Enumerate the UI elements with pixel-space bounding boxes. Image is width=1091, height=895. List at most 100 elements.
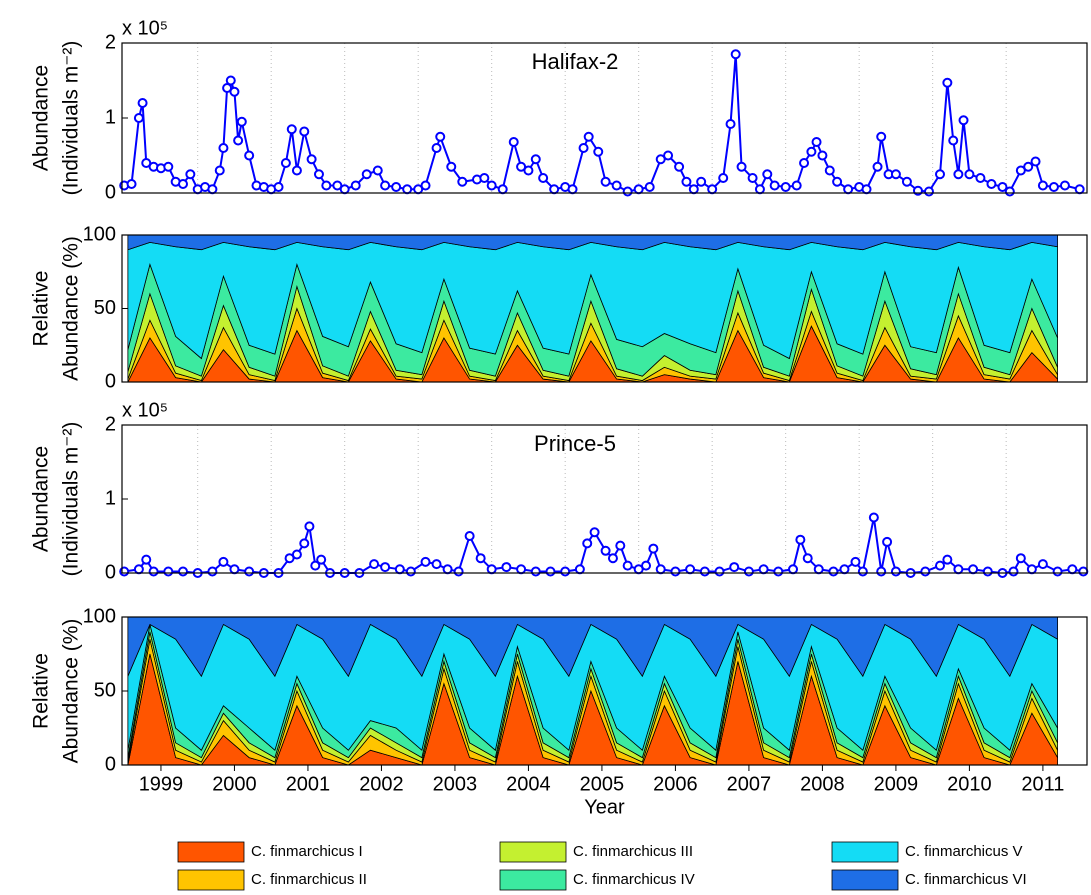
data-point: [1052, 566, 1063, 577]
panel-title: Halifax-2: [532, 49, 619, 74]
data-point: [725, 119, 736, 129]
data-point: [813, 564, 824, 575]
data-point: [372, 165, 383, 176]
data-point: [600, 545, 611, 556]
data-point: [574, 564, 585, 575]
data-point: [420, 556, 431, 567]
data-point: [589, 527, 600, 538]
data-point: [453, 566, 464, 577]
data-point: [244, 150, 255, 161]
data-point: [1037, 180, 1048, 191]
data-point: [817, 150, 828, 161]
data-point: [486, 564, 497, 575]
x-tick-label: 2009: [874, 773, 919, 795]
data-point: [622, 186, 633, 197]
data-point: [280, 158, 291, 168]
data-point: [811, 137, 822, 147]
data-point: [923, 186, 934, 197]
y-tick-label: 50: [94, 679, 116, 701]
data-point: [611, 180, 622, 191]
data-point: [986, 179, 997, 189]
data-point: [350, 180, 361, 191]
legend-label: C. finmarchicus II: [251, 871, 367, 888]
x-tick-label: 2004: [506, 773, 551, 795]
data-point: [1026, 564, 1037, 575]
data-point: [369, 559, 380, 570]
x-axis-label: Year: [584, 796, 625, 818]
y-tick-label: 2: [105, 413, 116, 435]
data-point: [479, 173, 490, 183]
x-tick-label: 2011: [1021, 773, 1064, 795]
data-point: [758, 564, 769, 575]
data-point: [549, 184, 560, 195]
data-point: [291, 549, 302, 560]
data-point: [304, 521, 315, 532]
data-point: [806, 146, 817, 157]
data-point: [126, 179, 137, 189]
data-point: [567, 184, 578, 195]
data-point: [780, 182, 791, 192]
data-point: [953, 169, 964, 180]
data-point: [1048, 182, 1059, 192]
data-point: [148, 566, 159, 577]
data-point: [394, 564, 405, 575]
x-tick-label: 1999: [139, 773, 184, 795]
panel-title: Prince-5: [534, 431, 616, 456]
data-point: [380, 180, 391, 191]
y-axis-label: Abundance: [30, 65, 53, 171]
legend-label: C. finmarchicus I: [251, 843, 363, 860]
data-point: [890, 566, 901, 577]
data-point: [316, 554, 327, 565]
data-point: [729, 562, 740, 573]
data-point: [935, 169, 946, 180]
plot-area: [122, 43, 1087, 193]
legend-swatch: [499, 869, 567, 891]
data-point: [975, 173, 986, 183]
legend-swatch: [831, 841, 899, 863]
data-point: [593, 146, 604, 157]
data-point: [968, 564, 979, 575]
data-point: [1037, 559, 1048, 570]
data-point: [214, 165, 225, 176]
data-point: [674, 161, 685, 172]
y-axis-label: Relative: [30, 271, 53, 347]
panel: 0 50 100 1999 2000 2001 2002 2003 2004 2005 2006 20…: [30, 605, 1088, 818]
data-point: [1015, 553, 1026, 564]
data-point: [1015, 165, 1026, 176]
data-point: [655, 154, 666, 165]
data-point: [633, 184, 644, 195]
data-point: [163, 566, 174, 577]
data-point: [747, 173, 758, 183]
data-point: [699, 566, 710, 577]
data-point: [163, 161, 174, 172]
data-point: [321, 180, 332, 191]
x-tick-label: 2000: [212, 773, 257, 795]
data-point: [953, 564, 964, 575]
data-point: [516, 161, 527, 172]
data-point: [663, 150, 674, 161]
data-point: [1030, 156, 1041, 167]
data-point: [1008, 566, 1019, 577]
data-point: [762, 169, 773, 180]
panel: 0 1 2 Halifax-2 x 10⁵ Abundance (Individuals m…: [30, 17, 1088, 203]
data-point: [948, 135, 959, 146]
data-point: [828, 566, 839, 577]
data-point: [225, 75, 236, 86]
data-point: [207, 566, 218, 577]
y-axis-label: Relative: [30, 653, 53, 729]
data-point: [178, 179, 189, 189]
data-point: [431, 143, 442, 153]
x-tick-label: 2007: [727, 773, 772, 795]
data-point: [435, 131, 446, 142]
data-point: [958, 115, 969, 126]
data-point: [420, 180, 431, 191]
data-point: [501, 562, 512, 573]
data-point: [882, 536, 893, 547]
data-point: [361, 169, 372, 180]
y-tick-label: 1: [105, 487, 116, 509]
data-point: [641, 560, 652, 571]
data-point: [799, 158, 810, 168]
data-point: [901, 176, 912, 187]
data-point: [508, 137, 519, 147]
